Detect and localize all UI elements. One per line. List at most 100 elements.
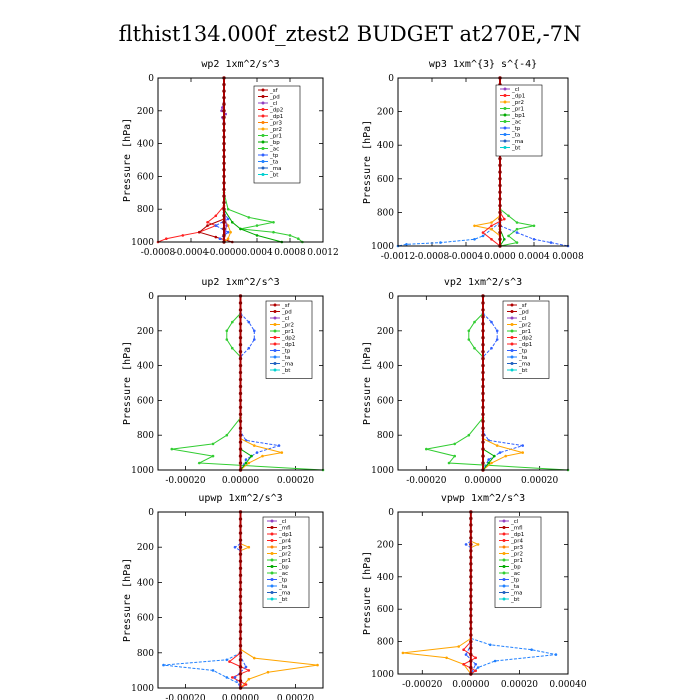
zero-profile-point (238, 308, 243, 312)
zero-profile-point (481, 447, 485, 451)
y-tick-label: 0 (388, 74, 394, 84)
legend-marker (261, 160, 265, 163)
series-point (214, 224, 218, 227)
x-tick-label: 0.0008 (552, 252, 584, 262)
zero-profile-point (469, 601, 473, 605)
series-point (231, 221, 234, 224)
legend-label: _pr2 (511, 100, 524, 106)
x-tick-label: 0.00040 (549, 680, 586, 690)
legend-label: _ma (518, 362, 530, 368)
series-point (490, 320, 493, 324)
y-tick-label: 200 (137, 107, 154, 117)
zero-profile-point (481, 336, 485, 340)
legend-label: _bt (511, 146, 521, 152)
y-tick-label: 400 (137, 140, 154, 150)
x-tick-label: -0.0008 (415, 252, 450, 262)
series-point (247, 545, 251, 549)
zero-profile-point (469, 555, 473, 560)
series-line (499, 208, 535, 247)
zero-profile-point (469, 575, 473, 579)
series-point (498, 451, 502, 454)
series-point (401, 651, 405, 655)
legend-label: _ta (278, 584, 287, 590)
series-point (445, 656, 448, 660)
zero-profile-point (222, 168, 226, 172)
series-point (272, 230, 275, 234)
series-point (214, 235, 218, 239)
legend-label: _ta (510, 584, 519, 590)
legend-label: _sf (518, 303, 528, 309)
legend-marker (261, 147, 265, 150)
series-point (464, 653, 468, 656)
legend-marker (502, 578, 506, 581)
x-tick-label: -0.00020 (406, 476, 447, 486)
legend-marker (502, 571, 506, 575)
legend-label: _pr3 (269, 121, 283, 127)
zero-profile-point (222, 102, 226, 106)
legend-label: _cl (511, 87, 520, 93)
y-tick-label: 400 (377, 141, 394, 151)
zero-profile-point (498, 183, 502, 188)
zero-profile-point (481, 398, 485, 403)
series-point (507, 214, 510, 218)
series-point (198, 461, 201, 465)
zero-profile-point (222, 220, 226, 225)
panel-title: vp2 1xm^2/s^3 (444, 277, 522, 288)
legend-marker (261, 166, 265, 170)
x-tick-label: -0.0004 (449, 252, 484, 262)
zero-profile-point (238, 391, 243, 396)
legend-marker (273, 362, 277, 365)
series-point (255, 224, 259, 227)
series-point (229, 230, 232, 234)
series-point (495, 329, 499, 333)
series-point (218, 237, 222, 240)
legend-marker (510, 329, 514, 333)
zero-profile-point (481, 405, 485, 410)
legend-label: _bt (281, 368, 291, 374)
legend-marker (502, 584, 506, 588)
legend-marker (261, 140, 265, 144)
zero-profile-point (481, 391, 485, 396)
zero-profile-point (238, 349, 243, 354)
legend-label: _ma (511, 139, 523, 145)
zero-profile-point (238, 356, 243, 361)
legend-marker (270, 597, 274, 601)
zero-profile-point (481, 419, 485, 423)
y-tick-label: 400 (377, 573, 394, 583)
legend-marker (261, 95, 265, 98)
legend-marker (270, 565, 274, 568)
y-tick-label: 400 (137, 362, 154, 372)
legend-marker (510, 303, 514, 307)
legend-label: _bt (510, 597, 520, 603)
y-tick-label: 1000 (131, 684, 154, 694)
legend-label: _pd (281, 310, 292, 316)
zero-profile-point (238, 651, 243, 655)
legend-label: _dp1 (510, 532, 524, 538)
legend-marker (502, 558, 506, 562)
zero-profile-point (481, 343, 485, 347)
zero-profile-point (222, 155, 226, 159)
legend-label: _pr1 (278, 558, 291, 564)
y-tick-label: 1000 (131, 238, 154, 248)
zero-profile-point (498, 163, 502, 168)
series-point (473, 320, 476, 324)
series-point (405, 243, 408, 246)
x-tick-label: 0.0004 (241, 248, 273, 258)
series-point (504, 454, 508, 458)
zero-profile-point (222, 181, 226, 185)
zero-profile-point (469, 536, 473, 540)
x-tick-label: -0.00020 (165, 476, 206, 486)
series-point (495, 338, 499, 341)
series-point (206, 224, 209, 227)
legend-marker (261, 88, 265, 92)
zero-profile-point (238, 615, 243, 620)
legend-label: _bt (269, 173, 279, 179)
legend-label: _dp2 (518, 336, 532, 342)
legend-label: _cl (281, 316, 290, 322)
panels-group: wp2 1xm^2/s^3 Pressure [hPa] 0 200 400 600 800… (122, 59, 587, 700)
series-point (473, 346, 476, 350)
legend-label: _dp1 (281, 342, 295, 348)
zero-profile-point (498, 224, 502, 228)
series-point (489, 643, 492, 647)
series-point (493, 454, 496, 458)
